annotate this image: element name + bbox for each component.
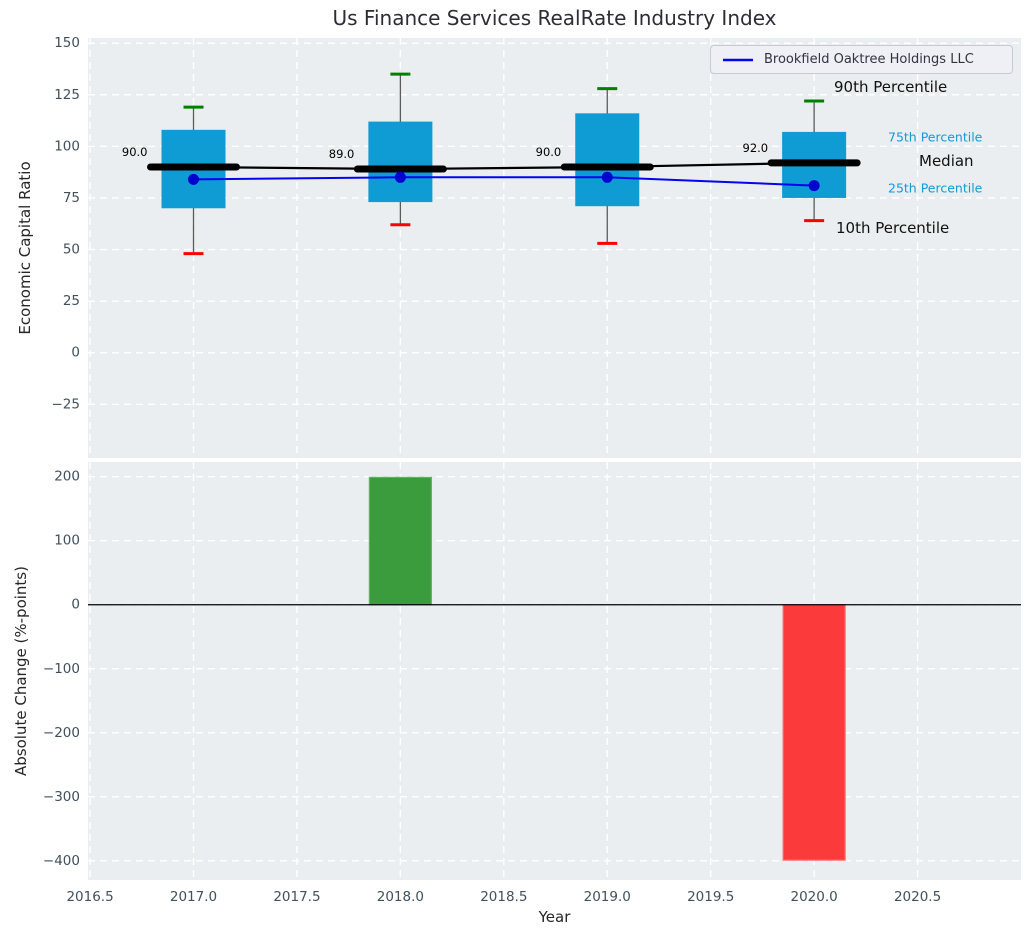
- ytick-top-50: 50: [63, 242, 80, 258]
- ytick-top--25: −25: [52, 396, 81, 412]
- annotation-90th-percentile: 90th Percentile: [834, 78, 947, 96]
- bar-2018: [369, 477, 431, 604]
- figure: Us Finance Services RealRate Industry In…: [0, 0, 1029, 942]
- median-label-2018: 89.0: [329, 147, 355, 161]
- ytick-bottom--300: −300: [43, 789, 80, 805]
- ytick-bottom--400: −400: [43, 853, 80, 869]
- xtick-2020.5: 2020.5: [894, 889, 941, 905]
- legend-line-sample: [721, 57, 755, 63]
- ytick-top-100: 100: [54, 138, 80, 154]
- legend: Brookfield Oaktree Holdings LLC: [710, 45, 1013, 74]
- company-point-2018: [395, 172, 406, 183]
- company-point-2019: [602, 172, 613, 183]
- median-label-2019: 90.0: [536, 145, 562, 159]
- annotation-10th-percentile: 10th Percentile: [836, 219, 949, 237]
- ytick-bottom-200: 200: [54, 469, 80, 485]
- ytick-top-25: 25: [63, 293, 80, 309]
- annotation-75th-percentile: 75th Percentile: [888, 130, 983, 145]
- ytick-bottom--100: −100: [43, 661, 80, 677]
- top-panel-bg: [88, 38, 1021, 458]
- bar-2020: [783, 605, 845, 860]
- company-point-2020: [809, 180, 820, 191]
- ytick-top-125: 125: [54, 87, 80, 103]
- xtick-2018.5: 2018.5: [480, 889, 527, 905]
- xtick-2020.0: 2020.0: [791, 889, 838, 905]
- box-2019: [575, 113, 639, 206]
- xtick-2016.5: 2016.5: [66, 889, 113, 905]
- median-label-2017: 90.0: [122, 145, 148, 159]
- median-label-2020: 92.0: [743, 141, 769, 155]
- annotation-25th-percentile: 25th Percentile: [888, 181, 983, 196]
- bottom-panel-bg: [88, 462, 1021, 880]
- ytick-top-75: 75: [63, 190, 80, 206]
- ytick-top-150: 150: [54, 35, 80, 51]
- chart-canvas: 90.0 89.0 90.0 92.0 90th Percentile 75th Perc…: [0, 0, 1029, 942]
- company-point-2017: [188, 174, 199, 185]
- xtick-2017.5: 2017.5: [273, 889, 320, 905]
- xtick-2018.0: 2018.0: [377, 889, 424, 905]
- xtick-2019.5: 2019.5: [687, 889, 734, 905]
- annotation-median: Median: [919, 152, 974, 170]
- box-2018: [368, 122, 432, 202]
- xtick-2019.0: 2019.0: [584, 889, 631, 905]
- ytick-bottom-0: 0: [71, 597, 80, 613]
- ytick-top-0: 0: [71, 345, 80, 361]
- legend-label: Brookfield Oaktree Holdings LLC: [764, 52, 974, 67]
- xtick-2017.0: 2017.0: [170, 889, 217, 905]
- ytick-bottom-100: 100: [54, 533, 80, 549]
- ytick-bottom--200: −200: [43, 725, 80, 741]
